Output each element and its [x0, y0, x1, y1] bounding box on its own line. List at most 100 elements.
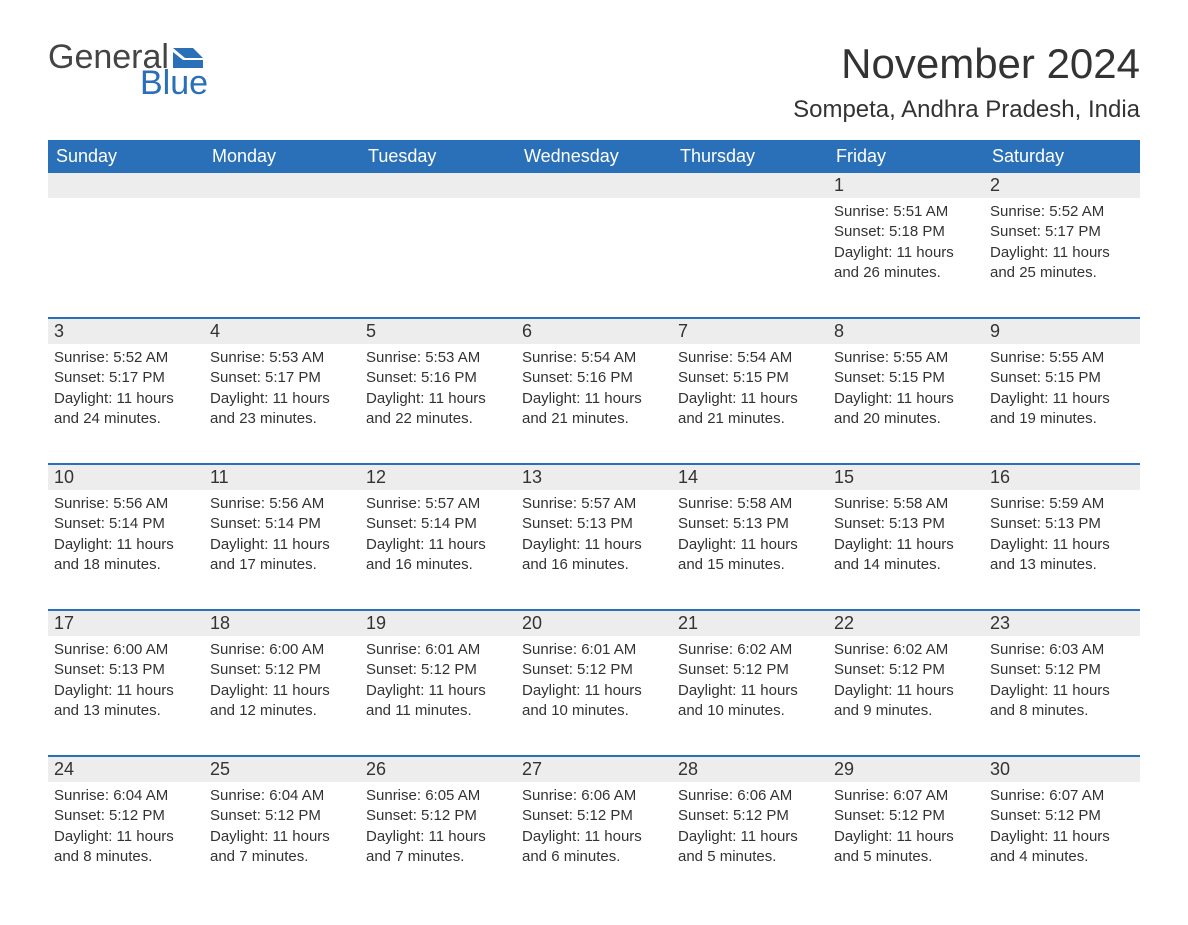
- daylight-line: Daylight: 11 hours and 25 minutes.: [990, 243, 1134, 284]
- day-cell: 29Sunrise: 6:07 AMSunset: 5:12 PMDayligh…: [828, 757, 984, 885]
- day-body: Sunrise: 5:56 AMSunset: 5:14 PMDaylight:…: [204, 490, 360, 579]
- day-number: 22: [828, 611, 984, 636]
- sunrise-line: Sunrise: 5:51 AM: [834, 202, 978, 222]
- day-body: Sunrise: 6:04 AMSunset: 5:12 PMDaylight:…: [48, 782, 204, 871]
- sunset-line: Sunset: 5:18 PM: [834, 222, 978, 242]
- day-number: 8: [828, 319, 984, 344]
- day-cell: 28Sunrise: 6:06 AMSunset: 5:12 PMDayligh…: [672, 757, 828, 885]
- sunrise-line: Sunrise: 6:04 AM: [54, 786, 198, 806]
- day-cell: [48, 173, 204, 301]
- sunset-line: Sunset: 5:13 PM: [678, 514, 822, 534]
- sunrise-line: Sunrise: 5:59 AM: [990, 494, 1134, 514]
- daylight-line: Daylight: 11 hours and 12 minutes.: [210, 681, 354, 722]
- sunset-line: Sunset: 5:16 PM: [366, 368, 510, 388]
- day-body: Sunrise: 5:53 AMSunset: 5:17 PMDaylight:…: [204, 344, 360, 433]
- day-cell: 19Sunrise: 6:01 AMSunset: 5:12 PMDayligh…: [360, 611, 516, 739]
- sunset-line: Sunset: 5:13 PM: [834, 514, 978, 534]
- sunrise-line: Sunrise: 6:00 AM: [210, 640, 354, 660]
- sunset-line: Sunset: 5:12 PM: [522, 806, 666, 826]
- day-body: Sunrise: 6:07 AMSunset: 5:12 PMDaylight:…: [828, 782, 984, 871]
- daylight-line: Daylight: 11 hours and 24 minutes.: [54, 389, 198, 430]
- daylight-line: Daylight: 11 hours and 19 minutes.: [990, 389, 1134, 430]
- day-number: 4: [204, 319, 360, 344]
- day-number: 11: [204, 465, 360, 490]
- day-cell: 10Sunrise: 5:56 AMSunset: 5:14 PMDayligh…: [48, 465, 204, 593]
- day-header-cell: Sunday: [48, 140, 204, 173]
- sunset-line: Sunset: 5:17 PM: [990, 222, 1134, 242]
- day-cell: 25Sunrise: 6:04 AMSunset: 5:12 PMDayligh…: [204, 757, 360, 885]
- day-cell: 13Sunrise: 5:57 AMSunset: 5:13 PMDayligh…: [516, 465, 672, 593]
- day-cell: 4Sunrise: 5:53 AMSunset: 5:17 PMDaylight…: [204, 319, 360, 447]
- empty-day-bar: [48, 173, 204, 198]
- title-block: November 2024 Sompeta, Andhra Pradesh, I…: [793, 40, 1140, 124]
- day-cell: 1Sunrise: 5:51 AMSunset: 5:18 PMDaylight…: [828, 173, 984, 301]
- sunset-line: Sunset: 5:12 PM: [366, 806, 510, 826]
- sunrise-line: Sunrise: 5:54 AM: [678, 348, 822, 368]
- day-cell: 5Sunrise: 5:53 AMSunset: 5:16 PMDaylight…: [360, 319, 516, 447]
- daylight-line: Daylight: 11 hours and 10 minutes.: [678, 681, 822, 722]
- day-body: Sunrise: 6:00 AMSunset: 5:13 PMDaylight:…: [48, 636, 204, 725]
- day-number: 7: [672, 319, 828, 344]
- day-cell: 14Sunrise: 5:58 AMSunset: 5:13 PMDayligh…: [672, 465, 828, 593]
- day-body: Sunrise: 5:52 AMSunset: 5:17 PMDaylight:…: [48, 344, 204, 433]
- daylight-line: Daylight: 11 hours and 18 minutes.: [54, 535, 198, 576]
- empty-day-bar: [204, 173, 360, 198]
- day-cell: 22Sunrise: 6:02 AMSunset: 5:12 PMDayligh…: [828, 611, 984, 739]
- day-cell: [516, 173, 672, 301]
- location-label: Sompeta, Andhra Pradesh, India: [793, 96, 1140, 124]
- sunset-line: Sunset: 5:12 PM: [522, 660, 666, 680]
- week-row: 10Sunrise: 5:56 AMSunset: 5:14 PMDayligh…: [48, 463, 1140, 593]
- day-body: Sunrise: 5:54 AMSunset: 5:16 PMDaylight:…: [516, 344, 672, 433]
- day-body: Sunrise: 5:57 AMSunset: 5:14 PMDaylight:…: [360, 490, 516, 579]
- sunrise-line: Sunrise: 5:55 AM: [834, 348, 978, 368]
- sunset-line: Sunset: 5:17 PM: [210, 368, 354, 388]
- day-body: Sunrise: 6:00 AMSunset: 5:12 PMDaylight:…: [204, 636, 360, 725]
- sunset-line: Sunset: 5:16 PM: [522, 368, 666, 388]
- day-body: Sunrise: 6:01 AMSunset: 5:12 PMDaylight:…: [516, 636, 672, 725]
- daylight-line: Daylight: 11 hours and 21 minutes.: [522, 389, 666, 430]
- day-header-cell: Monday: [204, 140, 360, 173]
- daylight-line: Daylight: 11 hours and 13 minutes.: [990, 535, 1134, 576]
- sunrise-line: Sunrise: 6:04 AM: [210, 786, 354, 806]
- sunrise-line: Sunrise: 5:58 AM: [834, 494, 978, 514]
- day-cell: 30Sunrise: 6:07 AMSunset: 5:12 PMDayligh…: [984, 757, 1140, 885]
- daylight-line: Daylight: 11 hours and 5 minutes.: [834, 827, 978, 868]
- day-number: 26: [360, 757, 516, 782]
- day-body: Sunrise: 5:55 AMSunset: 5:15 PMDaylight:…: [828, 344, 984, 433]
- daylight-line: Daylight: 11 hours and 4 minutes.: [990, 827, 1134, 868]
- day-number: 20: [516, 611, 672, 636]
- day-cell: 17Sunrise: 6:00 AMSunset: 5:13 PMDayligh…: [48, 611, 204, 739]
- sunrise-line: Sunrise: 6:07 AM: [834, 786, 978, 806]
- day-cell: 20Sunrise: 6:01 AMSunset: 5:12 PMDayligh…: [516, 611, 672, 739]
- day-cell: 26Sunrise: 6:05 AMSunset: 5:12 PMDayligh…: [360, 757, 516, 885]
- day-body: Sunrise: 5:53 AMSunset: 5:16 PMDaylight:…: [360, 344, 516, 433]
- week-spacer: [48, 739, 1140, 755]
- day-number: 16: [984, 465, 1140, 490]
- day-number: 18: [204, 611, 360, 636]
- sunset-line: Sunset: 5:12 PM: [210, 660, 354, 680]
- day-cell: 24Sunrise: 6:04 AMSunset: 5:12 PMDayligh…: [48, 757, 204, 885]
- day-number: 10: [48, 465, 204, 490]
- day-body: Sunrise: 5:54 AMSunset: 5:15 PMDaylight:…: [672, 344, 828, 433]
- day-body: Sunrise: 6:07 AMSunset: 5:12 PMDaylight:…: [984, 782, 1140, 871]
- sunrise-line: Sunrise: 6:06 AM: [522, 786, 666, 806]
- day-cell: 6Sunrise: 5:54 AMSunset: 5:16 PMDaylight…: [516, 319, 672, 447]
- day-cell: [360, 173, 516, 301]
- day-number: 3: [48, 319, 204, 344]
- calendar: SundayMondayTuesdayWednesdayThursdayFrid…: [48, 140, 1140, 885]
- sunset-line: Sunset: 5:15 PM: [834, 368, 978, 388]
- sunset-line: Sunset: 5:12 PM: [990, 806, 1134, 826]
- daylight-line: Daylight: 11 hours and 6 minutes.: [522, 827, 666, 868]
- daylight-line: Daylight: 11 hours and 26 minutes.: [834, 243, 978, 284]
- day-body: Sunrise: 5:51 AMSunset: 5:18 PMDaylight:…: [828, 198, 984, 287]
- day-number: 5: [360, 319, 516, 344]
- daylight-line: Daylight: 11 hours and 8 minutes.: [990, 681, 1134, 722]
- day-body: Sunrise: 5:59 AMSunset: 5:13 PMDaylight:…: [984, 490, 1140, 579]
- header: General Blue November 2024 Sompeta, Andh…: [48, 40, 1140, 124]
- day-cell: 11Sunrise: 5:56 AMSunset: 5:14 PMDayligh…: [204, 465, 360, 593]
- day-body: Sunrise: 5:58 AMSunset: 5:13 PMDaylight:…: [672, 490, 828, 579]
- day-body: Sunrise: 6:06 AMSunset: 5:12 PMDaylight:…: [672, 782, 828, 871]
- day-body: Sunrise: 5:58 AMSunset: 5:13 PMDaylight:…: [828, 490, 984, 579]
- daylight-line: Daylight: 11 hours and 16 minutes.: [366, 535, 510, 576]
- sunrise-line: Sunrise: 6:02 AM: [834, 640, 978, 660]
